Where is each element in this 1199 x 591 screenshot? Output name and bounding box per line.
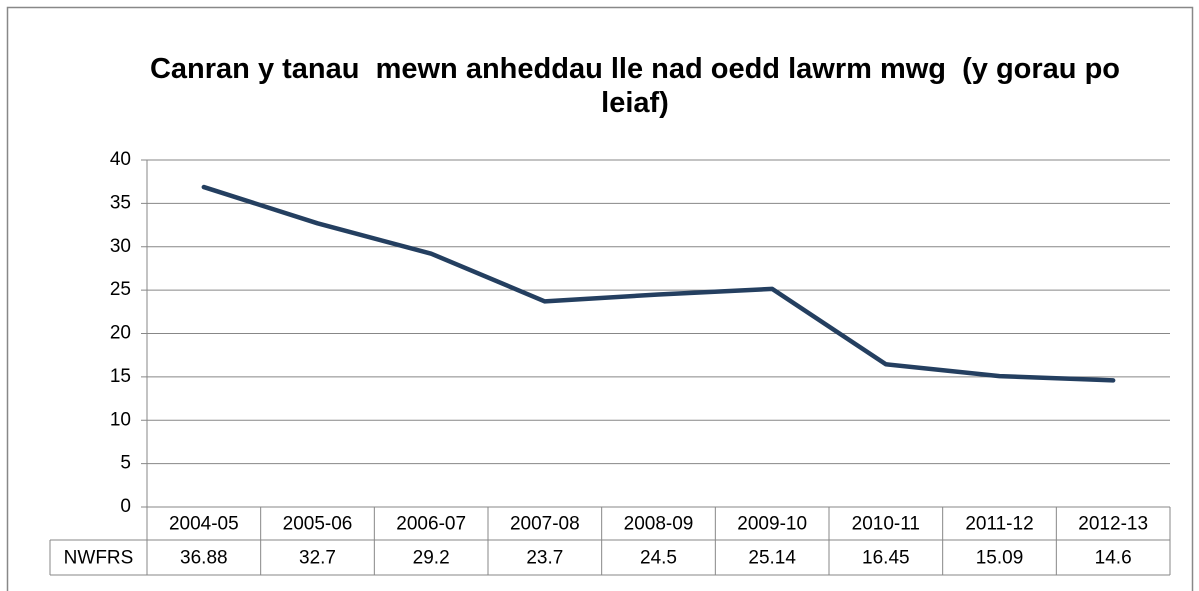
y-tick-label: 0 [120, 496, 131, 517]
x-tick-label: 2004-05 [169, 514, 239, 535]
y-tick-label: 5 [120, 453, 131, 474]
table-value: 24.5 [640, 548, 677, 569]
x-tick-label: 2008-09 [624, 514, 694, 535]
y-tick-label: 40 [110, 149, 131, 170]
x-tick-label: 2010-11 [852, 514, 920, 535]
y-tick-label: 10 [110, 409, 131, 430]
series-line [201, 184, 1116, 383]
y-tick-label: 35 [110, 192, 131, 213]
x-tick-label: 2007-08 [510, 514, 580, 535]
table-value: 14.6 [1095, 548, 1132, 569]
legend-label: NWFRS [64, 548, 134, 569]
y-tick-label: 25 [110, 279, 131, 300]
table-value: 16.45 [862, 548, 910, 569]
chart-border [6, 6, 1194, 591]
x-tick-label: 2006-07 [396, 514, 466, 535]
table-value: 25.14 [748, 548, 796, 569]
x-tick-label: 2005-06 [283, 514, 353, 535]
x-tick-label: 2012-13 [1078, 514, 1148, 535]
table-value: 29.2 [413, 548, 450, 569]
table-value: 32.7 [299, 548, 336, 569]
chart-title: Canran y tanau mewn anheddau lle nad oed… [149, 53, 1129, 119]
table-value: 36.88 [180, 548, 228, 569]
y-tick-label: 30 [110, 236, 131, 257]
y-tick-label: 20 [110, 323, 131, 344]
x-tick-label: 2009-10 [737, 514, 807, 535]
y-tick-label: 15 [110, 366, 131, 387]
table-value: 23.7 [526, 548, 563, 569]
x-tick-label: 2011-12 [965, 514, 1033, 535]
table-value: 15.09 [976, 548, 1024, 569]
